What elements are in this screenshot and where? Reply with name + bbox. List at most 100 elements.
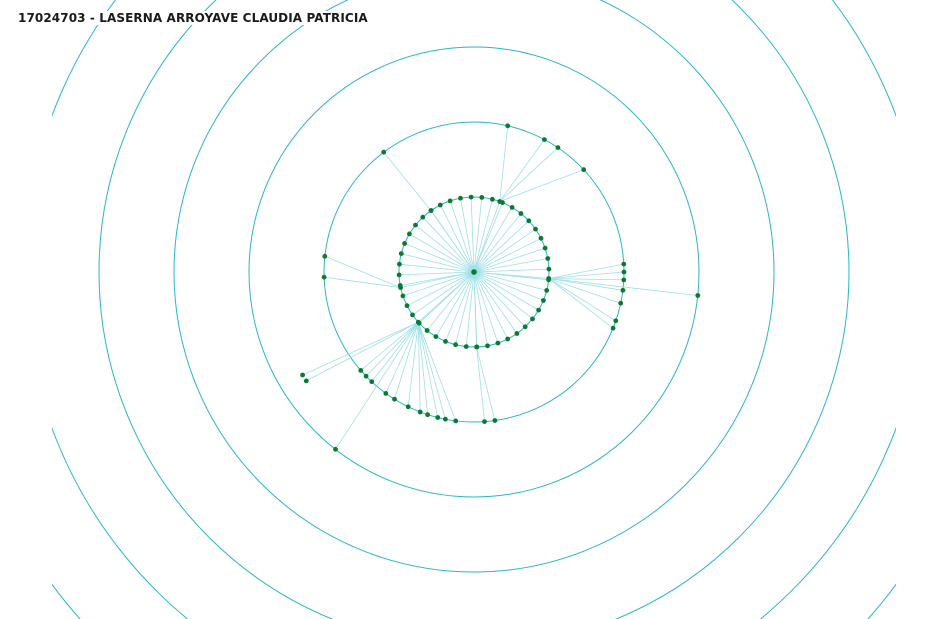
edge-hub-child: [548, 278, 624, 281]
level1-node[interactable]: [424, 328, 430, 333]
level1-node[interactable]: [509, 205, 515, 210]
leaf-node[interactable]: [435, 415, 441, 420]
leaf-node[interactable]: [618, 300, 624, 306]
edge-hub-child: [394, 322, 419, 400]
edge-hub-child: [476, 346, 496, 421]
level1-node[interactable]: [479, 195, 485, 200]
level1-node[interactable]: [402, 241, 407, 246]
level1-node[interactable]: [544, 288, 550, 293]
level1-node[interactable]: [545, 256, 551, 261]
leaf-node[interactable]: [695, 293, 701, 298]
leaf-node[interactable]: [505, 123, 511, 129]
level1-node[interactable]: [538, 235, 544, 241]
leaf-node[interactable]: [369, 379, 375, 385]
root-node[interactable]: [471, 269, 477, 275]
level1-node[interactable]: [453, 342, 458, 348]
level1-node[interactable]: [522, 324, 528, 330]
edge-root-l1: [473, 271, 547, 291]
leaf-node[interactable]: [620, 287, 626, 293]
hub-node[interactable]: [398, 285, 403, 290]
leaf-node[interactable]: [621, 277, 627, 283]
level1-node[interactable]: [490, 196, 495, 202]
leaf-node[interactable]: [621, 269, 627, 275]
edge-root-l1: [473, 228, 536, 273]
leaf-node[interactable]: [333, 446, 338, 452]
edge-root-l1: [473, 268, 549, 273]
edges: [302, 125, 698, 450]
leaf-node[interactable]: [443, 416, 448, 422]
leaf-node[interactable]: [417, 409, 423, 415]
leaf-node[interactable]: [383, 391, 389, 396]
level1-node[interactable]: [396, 272, 402, 278]
level1-node[interactable]: [433, 334, 439, 339]
level1-node[interactable]: [514, 331, 520, 336]
level1-node[interactable]: [407, 231, 412, 237]
level1-node[interactable]: [518, 211, 524, 216]
level1-node[interactable]: [546, 266, 552, 272]
hub-node[interactable]: [546, 276, 552, 281]
leaf-node[interactable]: [405, 404, 411, 410]
level1-node[interactable]: [541, 298, 546, 303]
leaf-node[interactable]: [425, 412, 430, 418]
edge-hub-child: [548, 278, 617, 322]
level1-node[interactable]: [468, 194, 474, 200]
leaf-node[interactable]: [613, 318, 619, 324]
edge-root-l1: [412, 271, 475, 316]
edge-hub-child: [548, 278, 614, 329]
leaf-node[interactable]: [392, 396, 397, 402]
edge-hub-child: [499, 147, 559, 202]
nodes[interactable]: [300, 123, 701, 452]
leaf-node[interactable]: [358, 368, 364, 373]
level1-node[interactable]: [398, 251, 404, 256]
level1-node[interactable]: [413, 222, 418, 228]
edge-root-l1: [465, 271, 475, 347]
edge-hub-child: [371, 321, 419, 382]
edge-root-l1: [473, 258, 548, 273]
leaf-node[interactable]: [555, 145, 561, 151]
level1-node[interactable]: [505, 336, 511, 342]
level1-node[interactable]: [400, 293, 406, 299]
leaf-node[interactable]: [303, 378, 309, 384]
leaf-node[interactable]: [492, 418, 498, 423]
leaf-node[interactable]: [453, 418, 459, 424]
level1-node[interactable]: [463, 344, 469, 349]
level1-node[interactable]: [437, 202, 443, 208]
ring-4: [173, 0, 775, 573]
edge-hub-child: [360, 321, 419, 371]
leaf-node[interactable]: [381, 149, 387, 155]
leaf-node[interactable]: [542, 137, 547, 143]
hub-node[interactable]: [474, 344, 479, 350]
level1-node[interactable]: [404, 303, 410, 309]
edge-root-l1: [473, 220, 530, 273]
leaf-node[interactable]: [581, 167, 587, 173]
level1-node[interactable]: [542, 245, 548, 251]
leaf-node[interactable]: [322, 253, 328, 259]
level1-node[interactable]: [447, 198, 453, 204]
leaf-node[interactable]: [621, 261, 627, 267]
leaf-node[interactable]: [300, 372, 305, 378]
level1-node[interactable]: [420, 214, 426, 220]
level1-node[interactable]: [443, 339, 448, 344]
level1-node[interactable]: [533, 226, 538, 232]
level1-node[interactable]: [526, 218, 532, 224]
level1-node[interactable]: [410, 312, 415, 318]
edge-root-l1: [399, 263, 475, 273]
edge-root-hub: [418, 271, 475, 323]
edge-hub-child: [548, 278, 623, 291]
edge-root-hub: [430, 210, 475, 273]
hub-node[interactable]: [497, 199, 503, 204]
level1-node[interactable]: [536, 307, 541, 313]
level1-node[interactable]: [485, 343, 490, 349]
level1-node[interactable]: [397, 261, 402, 267]
leaf-node[interactable]: [610, 325, 616, 331]
leaf-node[interactable]: [363, 373, 369, 379]
level1-node[interactable]: [530, 316, 535, 322]
level1-node[interactable]: [495, 340, 501, 346]
hub-node[interactable]: [428, 208, 434, 214]
leaf-node[interactable]: [482, 419, 487, 424]
ring-1: [398, 196, 550, 348]
hub-node[interactable]: [415, 319, 421, 325]
leaf-node[interactable]: [321, 274, 327, 280]
level1-node[interactable]: [458, 195, 463, 201]
